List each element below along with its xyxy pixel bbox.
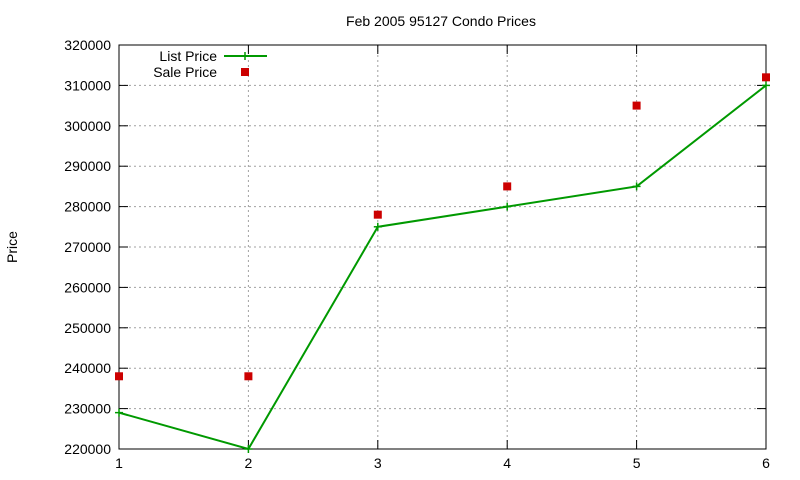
sale-price-point — [632, 101, 641, 110]
sale-price-point — [244, 372, 253, 381]
list-price-point — [632, 182, 641, 191]
y-tick-label: 310000 — [64, 77, 111, 93]
chart-title: Feb 2005 95127 Condo Prices — [346, 13, 536, 29]
sale-price-point — [115, 372, 123, 381]
y-tick-label: 280000 — [64, 199, 111, 215]
plot-frame — [118, 44, 767, 450]
y-tick-label: 230000 — [64, 401, 111, 417]
y-tick-label: 240000 — [64, 360, 111, 376]
x-tick-label: 2 — [245, 455, 253, 471]
legend-label-sale-price: Sale Price — [153, 64, 217, 80]
sale-price-point — [373, 210, 382, 219]
y-tick-label: 250000 — [64, 320, 111, 336]
x-tick-label: 3 — [374, 455, 382, 471]
legend-label-list-price: List Price — [159, 48, 217, 64]
x-tick-label: 4 — [503, 455, 511, 471]
list-price-point — [115, 408, 123, 417]
x-tick-label: 6 — [762, 455, 770, 471]
x-tick-label: 1 — [115, 455, 123, 471]
grid-lines — [119, 45, 766, 449]
legend-marker-sale-price — [241, 68, 249, 76]
sale-price-point — [762, 73, 770, 82]
list-price-point — [244, 445, 253, 453]
list-price-point — [762, 81, 770, 90]
y-axis-label: Price — [4, 231, 20, 263]
y-tick-label: 260000 — [64, 279, 111, 295]
legend-marker-list-price — [241, 52, 249, 60]
x-tick-label: 5 — [633, 455, 641, 471]
series-layer — [115, 73, 770, 453]
y-tick-label: 220000 — [64, 441, 111, 457]
y-tick-label: 270000 — [64, 239, 111, 255]
axis-ticks: 220000 230000 240000 250000 260000 270000 2800… — [64, 37, 770, 471]
y-tick-label: 320000 — [64, 37, 111, 53]
sale-price-point — [503, 182, 512, 191]
y-tick-label: 300000 — [64, 118, 111, 134]
list-price-point — [373, 222, 382, 231]
y-tick-label: 290000 — [64, 158, 111, 174]
list-price-line — [118, 84, 767, 451]
list-price-point — [503, 202, 512, 211]
